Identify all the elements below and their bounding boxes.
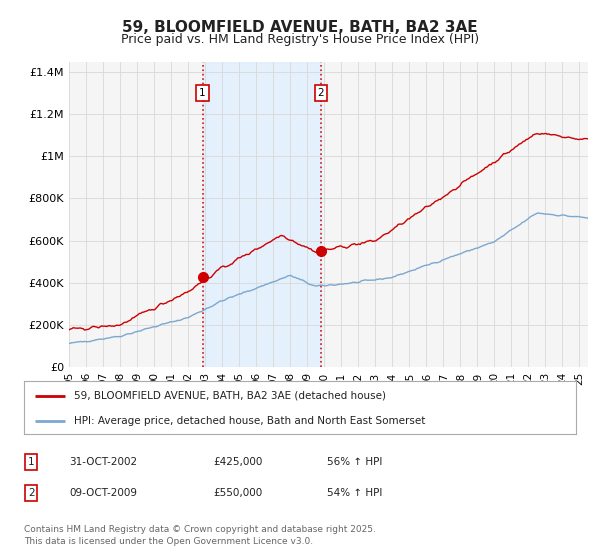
Text: 54% ↑ HPI: 54% ↑ HPI (327, 488, 382, 498)
Text: Price paid vs. HM Land Registry's House Price Index (HPI): Price paid vs. HM Land Registry's House … (121, 32, 479, 46)
Text: HPI: Average price, detached house, Bath and North East Somerset: HPI: Average price, detached house, Bath… (74, 416, 425, 426)
Text: 1: 1 (199, 88, 206, 98)
Text: 59, BLOOMFIELD AVENUE, BATH, BA2 3AE (detached house): 59, BLOOMFIELD AVENUE, BATH, BA2 3AE (de… (74, 391, 386, 401)
Text: 59, BLOOMFIELD AVENUE, BATH, BA2 3AE: 59, BLOOMFIELD AVENUE, BATH, BA2 3AE (122, 21, 478, 35)
Text: 09-OCT-2009: 09-OCT-2009 (69, 488, 137, 498)
Text: 2: 2 (28, 488, 35, 498)
Text: 1: 1 (28, 457, 35, 467)
Text: £550,000: £550,000 (213, 488, 262, 498)
Bar (203, 62, 321, 367)
Text: 31-OCT-2002: 31-OCT-2002 (69, 457, 137, 467)
Text: 2: 2 (317, 88, 324, 98)
Text: 56% ↑ HPI: 56% ↑ HPI (327, 457, 382, 467)
Text: £425,000: £425,000 (213, 457, 262, 467)
Text: Contains HM Land Registry data © Crown copyright and database right 2025.
This d: Contains HM Land Registry data © Crown c… (24, 525, 376, 546)
